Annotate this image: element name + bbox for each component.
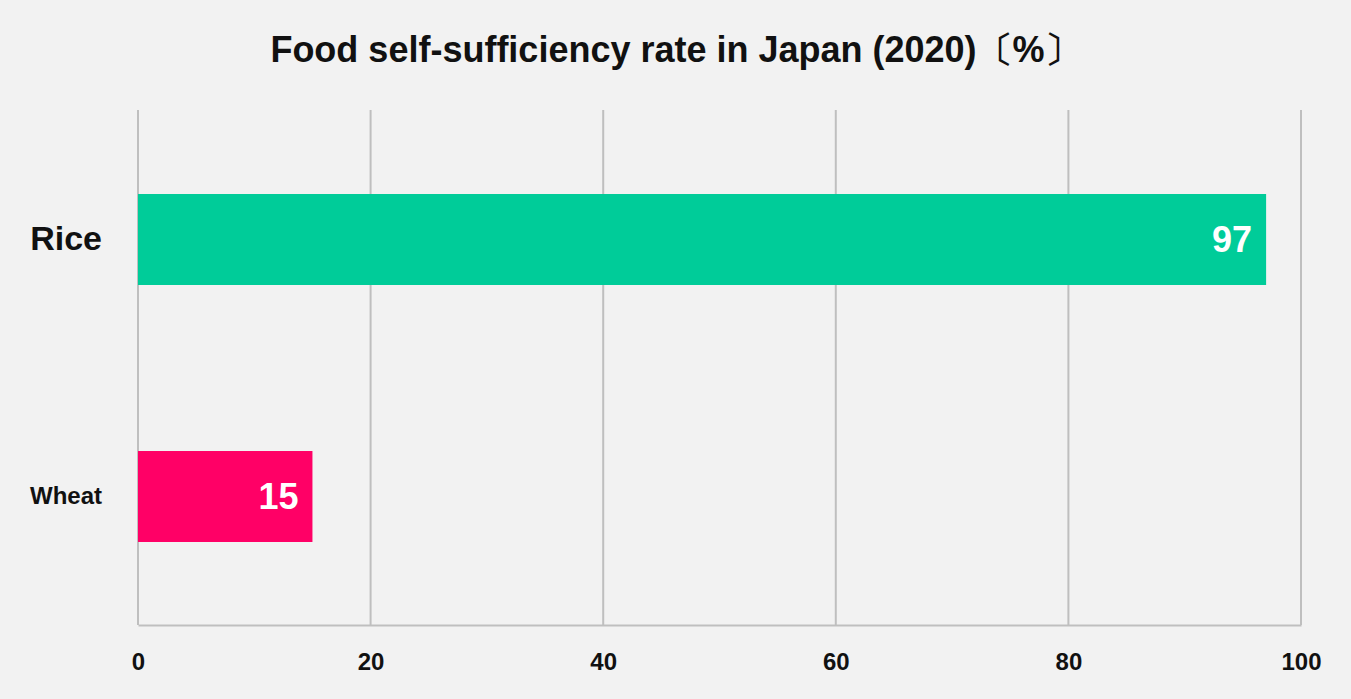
- data-label: 97: [1212, 219, 1252, 260]
- y-axis: Rice Wheat: [30, 219, 138, 509]
- tick: 40: [590, 625, 617, 675]
- tick-label: 20: [358, 648, 385, 675]
- tick: 100: [1281, 625, 1321, 675]
- tick: 20: [358, 625, 385, 675]
- tick: 60: [823, 625, 850, 675]
- tick: Wheat: [30, 482, 138, 509]
- bar: [138, 194, 1266, 285]
- grid-line: [602, 110, 604, 625]
- tick-label: 0: [132, 648, 145, 675]
- category-label: Wheat: [30, 482, 102, 509]
- bar: [138, 451, 312, 542]
- category-label: Rice: [30, 219, 102, 257]
- chart: Food self-sufficiency rate in Japan (202…: [0, 0, 1351, 699]
- tick-label: 60: [823, 648, 850, 675]
- grid-line: [370, 110, 372, 625]
- bars: [138, 194, 1266, 542]
- axis-line: [139, 625, 1302, 627]
- grid-line: [835, 110, 837, 625]
- title: Food self-sufficiency rate in Japan (202…: [270, 29, 1080, 70]
- tick-label: 80: [1056, 648, 1083, 675]
- data-label: 15: [258, 476, 298, 517]
- grid-line: [1067, 110, 1069, 625]
- data-labels: 97 15: [258, 219, 1252, 517]
- x-axis: 0 20 40 60 80 100: [132, 625, 1322, 675]
- tick: Rice: [30, 219, 138, 257]
- grid-line: [137, 110, 139, 625]
- tick-label: 40: [590, 648, 617, 675]
- tick: 80: [1056, 625, 1083, 675]
- grid-line: [1300, 110, 1302, 625]
- tick: 0: [132, 625, 145, 675]
- background: [0, 0, 1351, 699]
- tick-label: 100: [1281, 648, 1321, 675]
- grid: [138, 110, 1301, 625]
